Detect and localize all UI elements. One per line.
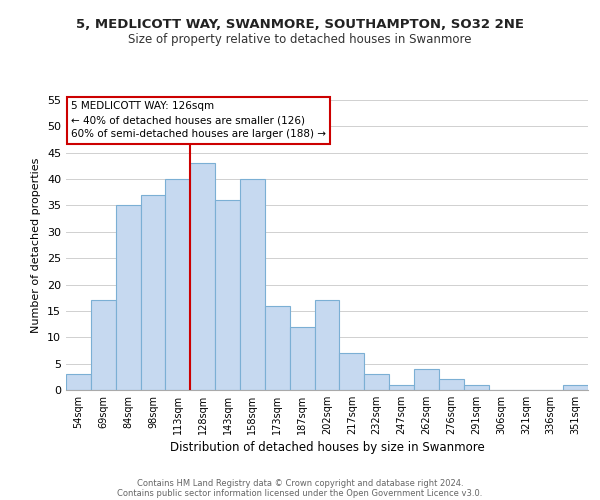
Bar [116,206,140,390]
Bar [389,384,414,390]
X-axis label: Distribution of detached houses by size in Swanmore: Distribution of detached houses by size … [170,441,484,454]
Bar [140,195,166,390]
Bar [464,384,488,390]
Bar [190,164,215,390]
Bar [340,353,364,390]
Bar [265,306,290,390]
Bar [91,300,116,390]
Text: Contains HM Land Registry data © Crown copyright and database right 2024.: Contains HM Land Registry data © Crown c… [137,478,463,488]
Bar [439,380,464,390]
Text: Contains public sector information licensed under the Open Government Licence v3: Contains public sector information licen… [118,488,482,498]
Text: 5 MEDLICOTT WAY: 126sqm
← 40% of detached houses are smaller (126)
60% of semi-d: 5 MEDLICOTT WAY: 126sqm ← 40% of detache… [71,102,326,140]
Bar [290,326,314,390]
Bar [314,300,340,390]
Bar [240,179,265,390]
Bar [66,374,91,390]
Bar [563,384,588,390]
Y-axis label: Number of detached properties: Number of detached properties [31,158,41,332]
Text: Size of property relative to detached houses in Swanmore: Size of property relative to detached ho… [128,32,472,46]
Bar [215,200,240,390]
Bar [364,374,389,390]
Bar [166,179,190,390]
Text: 5, MEDLICOTT WAY, SWANMORE, SOUTHAMPTON, SO32 2NE: 5, MEDLICOTT WAY, SWANMORE, SOUTHAMPTON,… [76,18,524,30]
Bar [414,369,439,390]
